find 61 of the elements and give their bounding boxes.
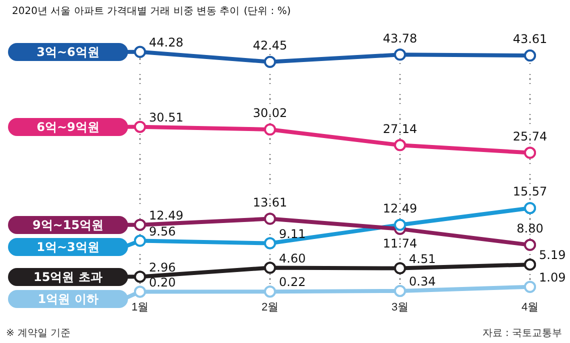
point [524, 238, 536, 251]
name-tag: 1억원 이하 [8, 290, 128, 308]
x-tick-label: 1월 [131, 301, 149, 314]
data-label: 5.19 [539, 248, 566, 262]
data-label: 44.28 [149, 36, 184, 50]
point [264, 286, 276, 298]
data-label: 15.57 [512, 184, 548, 199]
data-label: 30.51 [149, 110, 184, 124]
point [264, 212, 276, 225]
data-label: 30.02 [252, 106, 288, 120]
data-label: 12.49 [382, 201, 418, 216]
point [264, 262, 276, 274]
chart-title: 2020년 서울 아파트 가격대별 거래 비중 변동 추이 [12, 6, 240, 17]
name-tag: 1억~3억원 [8, 238, 128, 256]
point [134, 234, 146, 247]
data-label: 4.51 [409, 252, 436, 266]
chart-subtitle: (단위 : %) [244, 6, 291, 17]
data-label: 0.20 [149, 275, 176, 290]
point [264, 123, 276, 136]
point [524, 258, 536, 271]
point [524, 202, 536, 214]
x-tick-label: 3월 [391, 301, 409, 314]
name-tag: 3억~6억원 [8, 42, 128, 61]
point [394, 139, 406, 152]
text: ※ 계약일 기준 [6, 327, 71, 340]
data-label: 43.78 [382, 31, 418, 46]
point [394, 48, 406, 61]
data-label: 43.61 [512, 32, 548, 46]
point [134, 120, 146, 133]
data-label: 9.11 [279, 226, 306, 241]
x-tick-label: 4월 [521, 301, 539, 314]
point [134, 286, 146, 298]
data-label: 4.60 [279, 251, 306, 266]
data-label: 9.56 [149, 224, 176, 238]
point [264, 237, 276, 250]
point [134, 270, 146, 283]
point [524, 50, 536, 62]
data-label: 0.22 [279, 275, 306, 290]
data-label: 11.74 [382, 236, 418, 251]
data-label: 8.80 [516, 222, 544, 236]
data-label: 13.61 [252, 195, 288, 210]
data-label: 27.14 [382, 122, 418, 136]
data-label: 42.45 [252, 38, 288, 52]
data-label: 12.49 [149, 208, 184, 222]
point [134, 46, 146, 58]
point [394, 262, 406, 274]
point [394, 284, 406, 297]
name-tag: 15억원 초과 [8, 268, 128, 286]
name-tag: 6억~9억원 [8, 118, 128, 136]
data-label: 0.34 [409, 274, 436, 289]
point [134, 218, 146, 231]
text: 자료 : 국토교통부 [482, 327, 562, 340]
x-tick-label: 2월 [261, 301, 279, 314]
name-tag: 9억~15억원 [8, 216, 128, 234]
point [264, 56, 276, 68]
point [394, 218, 406, 231]
data-label: 25.74 [512, 129, 548, 144]
data-label: 2.96 [149, 260, 176, 274]
data-label: 1.09 [539, 270, 566, 284]
point [524, 280, 536, 293]
point [524, 146, 536, 159]
